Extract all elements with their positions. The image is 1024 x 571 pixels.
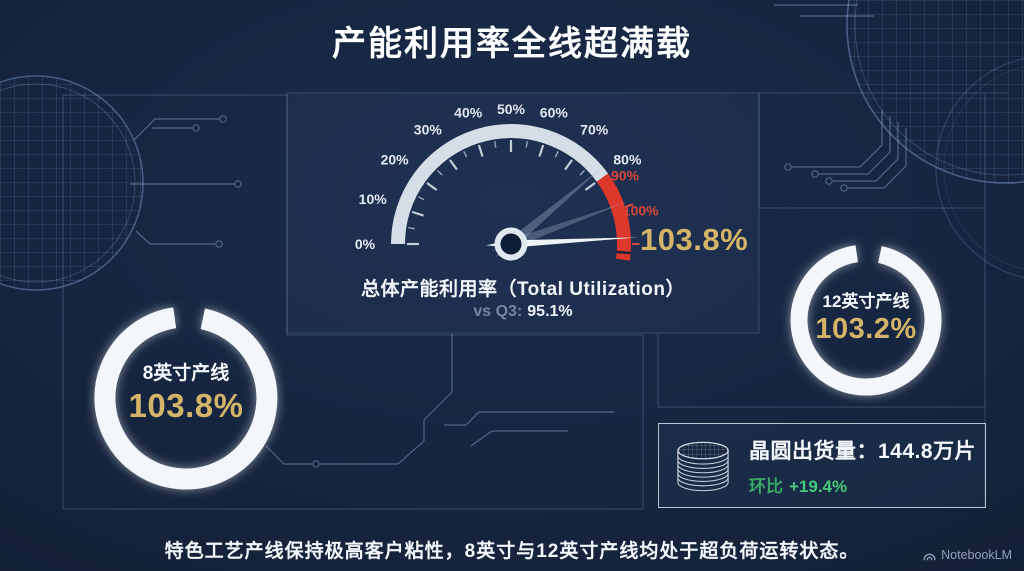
comparison-value: 95.1% bbox=[527, 303, 573, 320]
watermark-label: NotebookLM bbox=[941, 548, 1012, 562]
gauge-chart: 0% 10% 20%30% 40% 50% 60% 70%80%90% 100% bbox=[355, 101, 659, 261]
circuit-traces bbox=[130, 4, 907, 468]
wafer-shipment-change: 环比 +19.4% bbox=[749, 472, 976, 497]
change-value: +19.4% bbox=[789, 476, 848, 496]
gauge-tick-label-40: 40% bbox=[454, 104, 483, 120]
donut-chart-8-inch bbox=[94, 307, 278, 490]
gauge-tick-label-20: 20% bbox=[381, 151, 410, 167]
page-title: 产能利用率全线超满载 bbox=[332, 25, 692, 63]
wafer-stack-icon bbox=[677, 441, 729, 491]
gauge-tick-label-30: 30% bbox=[414, 122, 443, 138]
gauge-tick-label-70: 70% bbox=[580, 122, 609, 138]
footer-note: 特色工艺产线保持极高客户粘性，8英寸与12英寸产线均处于超负荷运转状态。 bbox=[164, 541, 860, 562]
wafer-circle-top-right-decor bbox=[846, 0, 1024, 184]
notebooklm-logo-icon bbox=[923, 553, 936, 560]
gauge-pivot bbox=[494, 227, 528, 261]
gauge-tick-label-80: 80% bbox=[613, 151, 642, 167]
donut-chart-12-inch bbox=[790, 245, 942, 396]
gauge-tick-label-100: 100% bbox=[623, 202, 659, 218]
gauge-tick-label-90: 90% bbox=[611, 168, 640, 184]
gauge-tick-label-60: 60% bbox=[540, 104, 569, 120]
watermark: NotebookLM bbox=[923, 548, 1012, 562]
gauge-comparison: vs Q3: 95.1% bbox=[287, 303, 759, 321]
faint-circle-right-decor bbox=[935, 58, 1024, 278]
gauge-tick-label-0: 0% bbox=[355, 236, 376, 252]
gauge-panel bbox=[286, 92, 760, 334]
comparison-label: vs Q3: bbox=[473, 303, 523, 320]
wafer-shipment-text: 晶圆出货量：144.8万片 环比 +19.4% bbox=[749, 435, 976, 497]
wafer-circle-left-decor bbox=[0, 75, 144, 291]
gauge-value: 103.8% bbox=[640, 222, 749, 257]
panel-outlines bbox=[62, 92, 1008, 510]
change-label: 环比 bbox=[749, 476, 783, 496]
wafer-shipment-card: 晶圆出货量：144.8万片 环比 +19.4% bbox=[658, 423, 986, 508]
gauge-caption: 总体产能利用率（Total Utilization） bbox=[360, 279, 686, 300]
wafer-shipment-title: 晶圆出货量：144.8万片 bbox=[749, 439, 977, 463]
gauge-tick-label-10: 10% bbox=[359, 191, 388, 207]
gauge-tick-label-50: 50% bbox=[497, 101, 526, 117]
